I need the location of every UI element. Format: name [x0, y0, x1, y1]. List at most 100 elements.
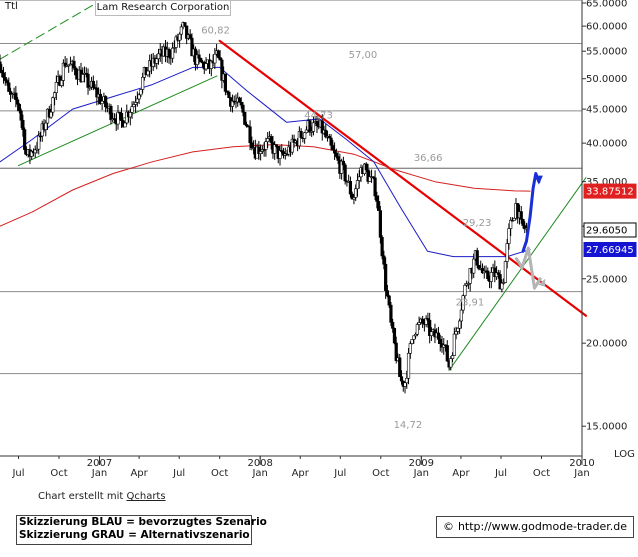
- bar-body: [519, 211, 523, 220]
- price-bar: [72, 55, 76, 71]
- bar-body: [421, 318, 425, 324]
- bar-body: [521, 219, 525, 226]
- price-bar: [197, 49, 201, 65]
- gray-scenario-arrowhead: [538, 278, 546, 287]
- bar-body: [331, 145, 335, 151]
- bar-body: [304, 129, 309, 133]
- price-bar: [16, 97, 20, 112]
- bar-body: [204, 63, 208, 70]
- bar-body: [109, 105, 113, 121]
- bar-body: [178, 33, 182, 41]
- price-bar: [119, 107, 124, 128]
- bar-body: [303, 132, 307, 139]
- bar-body: [37, 135, 41, 150]
- x-tick-label: Oct: [533, 468, 550, 479]
- price-bar: [141, 72, 145, 94]
- bar-body: [377, 201, 381, 211]
- bar-body: [387, 295, 391, 306]
- price-bar: [248, 120, 252, 151]
- level-label: 60,82: [201, 25, 230, 36]
- price-bar: [67, 64, 71, 73]
- price-tag-black: 29.6050: [583, 222, 637, 238]
- x-tick-label: Jul: [494, 468, 507, 479]
- price-bar: [343, 163, 347, 185]
- bar-body: [237, 97, 242, 103]
- level-label: 44,73: [304, 110, 333, 121]
- bar-body: [81, 74, 85, 83]
- bar-body: [429, 331, 434, 336]
- price-bar: [243, 111, 247, 126]
- price-bar: [410, 339, 414, 345]
- price-bar: [123, 122, 127, 128]
- bar-body: [72, 60, 76, 69]
- x-tick-label: Apr: [292, 468, 310, 479]
- bar-body: [104, 96, 108, 108]
- year-label: 2008: [247, 458, 272, 469]
- x-tick-label: Jan: [251, 468, 267, 479]
- bar-body: [0, 61, 2, 71]
- blue-scenario-path: [521, 172, 541, 253]
- horizontal-levels: [0, 42, 582, 375]
- bar-body: [179, 26, 183, 35]
- price-bar: [23, 127, 27, 155]
- price-tag-red: 33.87512: [583, 183, 637, 199]
- bar-body: [502, 282, 506, 284]
- website-url[interactable]: http://www.godmode-trader.de: [457, 520, 628, 533]
- bar-body: [405, 377, 409, 384]
- bar-body: [311, 122, 316, 132]
- level-label: 23,91: [456, 297, 485, 308]
- price-bar: [311, 116, 316, 136]
- y-tick-label: 35.0000: [586, 177, 627, 188]
- credit-prefix: Chart erstellt mit: [38, 491, 127, 502]
- chart-credit: Chart erstellt mit Qcharts: [38, 491, 166, 502]
- bar-body: [19, 110, 23, 121]
- price-bar: [185, 25, 189, 45]
- bar-body: [329, 137, 333, 146]
- price-tag-box: [583, 242, 637, 258]
- log-scale-label: LOG: [614, 449, 635, 460]
- price-bar: [241, 102, 245, 117]
- bar-body: [86, 73, 90, 88]
- website-box[interactable]: © http://www.godmode-trader.de: [436, 516, 634, 538]
- green-uptrend-line: [448, 177, 587, 371]
- bar-body: [116, 111, 120, 125]
- bar-body: [354, 188, 358, 198]
- price-bar: [174, 34, 178, 54]
- bar-body: [364, 163, 368, 171]
- bar-body: [132, 104, 136, 108]
- bar-body: [269, 136, 273, 143]
- y-tick-label: 60.0000: [586, 22, 627, 33]
- bar-body: [243, 111, 247, 125]
- price-bar: [500, 279, 504, 293]
- bar-body: [218, 57, 222, 61]
- price-bar: [399, 370, 404, 385]
- bar-body: [3, 77, 7, 81]
- price-bar: [216, 49, 220, 59]
- bar-body: [60, 80, 64, 86]
- bar-body: [174, 36, 178, 48]
- price-bar: [373, 170, 377, 200]
- price-bar: [489, 267, 493, 289]
- price-tag-label: 33.87512: [586, 187, 634, 198]
- bar-body: [139, 89, 143, 96]
- x-tick-label: Jan: [91, 468, 107, 479]
- price-bar: [297, 126, 301, 150]
- y-axis-ticks: 65.0000 60.0000 55.0000 50.0000 45.0000 40.00…: [582, 0, 627, 433]
- bar-body: [14, 92, 18, 101]
- green-upper-trendline: [0, 0, 103, 60]
- bar-body: [505, 243, 509, 262]
- bar-body: [67, 64, 71, 67]
- bar-body: [188, 34, 192, 39]
- price-bar: [452, 327, 456, 356]
- bar-body: [197, 54, 201, 59]
- bar-body: [403, 382, 407, 387]
- bar-body: [146, 70, 150, 76]
- credit-link[interactable]: Qcharts: [126, 491, 166, 502]
- price-tag-label: 29.6050: [586, 225, 627, 236]
- bar-body: [16, 99, 20, 105]
- price-bar: [179, 24, 183, 40]
- ticker-symbol: Ttl: [5, 1, 18, 12]
- bar-body: [185, 25, 189, 39]
- price-bar: [341, 156, 345, 170]
